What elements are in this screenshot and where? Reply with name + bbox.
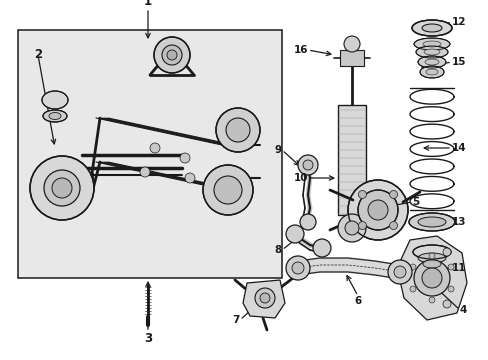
Polygon shape: [297, 258, 399, 279]
Circle shape: [254, 288, 274, 308]
Text: 12: 12: [451, 17, 466, 27]
Circle shape: [347, 180, 407, 240]
Circle shape: [297, 155, 317, 175]
Circle shape: [357, 190, 397, 230]
Circle shape: [52, 178, 72, 198]
Circle shape: [343, 36, 359, 52]
Circle shape: [389, 190, 397, 198]
Circle shape: [409, 264, 415, 270]
Bar: [18, 30, 282, 278]
Circle shape: [387, 260, 411, 284]
Circle shape: [214, 176, 242, 204]
Ellipse shape: [411, 20, 451, 36]
Circle shape: [312, 239, 330, 257]
Circle shape: [442, 248, 450, 256]
Circle shape: [393, 266, 405, 278]
Text: 2: 2: [34, 49, 42, 62]
Polygon shape: [243, 280, 285, 318]
Circle shape: [154, 37, 190, 73]
Circle shape: [203, 165, 252, 215]
Circle shape: [409, 286, 415, 292]
Ellipse shape: [423, 49, 439, 55]
Circle shape: [180, 153, 190, 163]
Circle shape: [216, 108, 260, 152]
Text: 15: 15: [451, 57, 466, 67]
Polygon shape: [396, 236, 466, 320]
Bar: [339, 50, 363, 66]
Text: 6: 6: [354, 296, 361, 306]
Text: 13: 13: [451, 217, 466, 227]
Ellipse shape: [424, 59, 438, 65]
Circle shape: [442, 300, 450, 308]
Ellipse shape: [413, 38, 449, 50]
Circle shape: [345, 221, 358, 235]
Ellipse shape: [419, 66, 443, 78]
Ellipse shape: [415, 46, 447, 58]
Circle shape: [44, 170, 80, 206]
Circle shape: [303, 160, 312, 170]
Circle shape: [389, 221, 397, 230]
Circle shape: [162, 45, 182, 65]
Circle shape: [428, 297, 434, 303]
Circle shape: [225, 118, 249, 142]
Circle shape: [413, 260, 449, 296]
Ellipse shape: [421, 24, 441, 32]
Text: 3: 3: [143, 332, 152, 345]
Circle shape: [285, 225, 304, 243]
Circle shape: [358, 190, 366, 198]
Circle shape: [140, 167, 150, 177]
Ellipse shape: [425, 69, 437, 75]
Circle shape: [260, 293, 269, 303]
Circle shape: [291, 262, 304, 274]
Circle shape: [447, 286, 453, 292]
Circle shape: [167, 50, 177, 60]
Ellipse shape: [417, 56, 445, 68]
Circle shape: [299, 214, 315, 230]
Ellipse shape: [412, 245, 450, 259]
Ellipse shape: [42, 91, 68, 109]
Text: 16: 16: [293, 45, 307, 55]
Ellipse shape: [417, 253, 445, 263]
Text: 14: 14: [451, 143, 466, 153]
Circle shape: [184, 173, 195, 183]
Text: 7: 7: [232, 315, 240, 325]
Circle shape: [421, 268, 441, 288]
Text: 9: 9: [274, 145, 282, 155]
Ellipse shape: [408, 213, 454, 231]
Circle shape: [150, 143, 160, 153]
Circle shape: [30, 156, 94, 220]
Text: 11: 11: [451, 263, 466, 273]
Ellipse shape: [49, 112, 61, 120]
Ellipse shape: [417, 217, 445, 227]
Circle shape: [358, 221, 366, 230]
Ellipse shape: [422, 41, 440, 47]
Text: 4: 4: [459, 305, 467, 315]
Ellipse shape: [422, 260, 440, 268]
Text: 5: 5: [411, 197, 418, 207]
Circle shape: [447, 264, 453, 270]
Text: 1: 1: [143, 0, 152, 8]
Bar: [337, 105, 365, 215]
Circle shape: [367, 200, 387, 220]
Text: 8: 8: [274, 245, 282, 255]
Circle shape: [397, 274, 405, 282]
Ellipse shape: [43, 110, 67, 122]
Circle shape: [337, 214, 365, 242]
Text: 10: 10: [293, 173, 307, 183]
Circle shape: [285, 256, 309, 280]
Circle shape: [428, 253, 434, 259]
